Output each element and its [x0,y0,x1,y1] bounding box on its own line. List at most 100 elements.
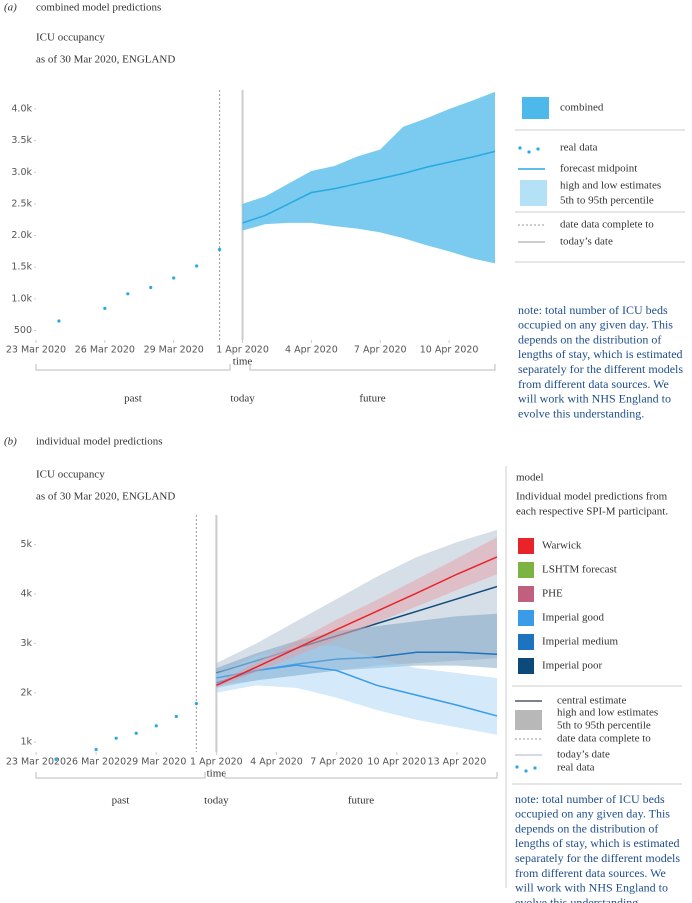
y-tick-label: 4k [20,589,32,600]
forecast-line [216,556,498,687]
y-tick-label: 3k [20,638,32,649]
legend-label: combined [560,102,604,114]
future-bracket [224,772,498,779]
note-line: lengths of stay, which is estimated [518,347,683,361]
x-tick-label: 26 Mar 2020 [75,345,135,356]
uncertainty-band [216,529,498,686]
y-tick-label: 2k [20,687,32,698]
x-tick-label: 4 Apr 2020 [250,757,303,768]
legend-label: central estimate [557,695,626,707]
legend-dot [524,769,528,773]
legend-label: high and low estimates [560,180,661,192]
data-point [172,276,176,280]
y-tick-label: 5k [20,539,32,550]
x-axis-label: time [233,356,253,368]
y-tick-label: 3.5k [11,135,32,146]
y-tick-label: 1k [20,737,32,748]
uncertainty-band [216,613,498,688]
data-point [195,264,199,268]
chart-subtitle: as of 30 Mar 2020, ENGLAND [36,54,175,66]
data-point [218,247,222,252]
note-line: evolve this understanding. [518,406,644,420]
legend-label: Individual model predictions from [516,491,668,503]
note-line: separately for the different models [515,851,680,865]
panel-heading: individual model predictions [36,436,162,448]
x-tick-label: 13 Apr 2020 [428,757,487,768]
data-point [174,714,178,719]
legend-label: high and low estimates [557,707,658,719]
era-label: past [124,393,142,405]
past-bracket [35,772,206,779]
note-line: note: total number of ICU beds [515,792,665,806]
data-point [154,724,158,728]
legend-label: Imperial medium [542,636,619,648]
legend-swatch [520,180,547,206]
legend-label: 5th to 95th percentile [560,195,654,207]
x-tick-label: 4 Apr 2020 [285,345,338,356]
data-point [149,285,153,290]
data-point [103,306,107,310]
y-tick-label: 3.0k [11,167,32,178]
legend-label: date data complete to [557,733,651,745]
legend-dot [533,766,537,770]
legend-title: model [516,472,544,484]
note-line: occupied on any given day. This [515,807,670,821]
legend-swatch [518,538,534,554]
y-tick-label: 4.0k [11,103,32,114]
y-tick-label: 500 [14,325,32,336]
x-tick-label: 23 Mar 2020 [6,757,66,768]
era-label: today [204,795,229,807]
legend-swatch [518,634,534,650]
note-line: separately for the different models [518,362,683,376]
data-point [134,731,138,735]
data-point [54,757,58,762]
panel-label: (b) [4,436,17,448]
data-point [114,736,118,740]
panel-heading: combined model predictions [36,2,161,14]
legend-label: today’s date [557,749,610,761]
legend-swatch [515,710,542,730]
legend-label: Imperial good [542,612,605,624]
era-label: future [359,393,385,405]
legend-label: date data complete to [560,219,654,231]
legend-label: Imperial poor [542,660,603,672]
legend-label: each respective SPI-M participant. [516,506,668,518]
uncertainty-band [216,645,498,735]
note-line: will work with NHS England to [515,881,668,895]
legend-label: LSHTM forecast [542,564,617,576]
note-line: note: total number of ICU beds [518,303,668,317]
note-line: will work with NHS England to [518,392,671,406]
note-line: evolve this understanding. [515,895,641,903]
data-point [194,702,198,706]
note-line: depends on the distribution of [518,332,661,346]
data-point [94,747,98,752]
note-line: lengths of stay, which is estimated [515,836,680,850]
future-bracket [249,364,496,371]
legend-label: forecast midpoint [560,163,637,175]
legend-swatch [518,586,534,602]
data-point [126,292,130,296]
x-tick-label: 10 Apr 2020 [420,345,479,356]
era-label: today [230,393,255,405]
legend-dot [527,150,531,154]
legend-label: real data [560,142,598,154]
era-label: future [348,795,374,807]
x-tick-label: 7 Apr 2020 [354,345,407,356]
legend-swatch [518,610,534,626]
forecast-line [242,150,496,224]
era-label: past [112,795,130,807]
past-bracket [35,364,231,371]
y-tick-label: 1.5k [11,262,32,273]
x-tick-label: 1 Apr 2020 [190,757,243,768]
y-tick-label: 2.5k [11,198,32,209]
note-line: depends on the distribution of [515,821,658,835]
legend-dot [536,147,540,151]
legend-swatch [522,97,549,119]
legend-label: today’s date [560,236,613,248]
forecast-line [216,664,498,717]
x-axis-label: time [207,768,227,780]
x-tick-label: 29 Mar 2020 [144,345,204,356]
uncertainty-band [242,91,495,264]
legend-label: PHE [542,588,563,600]
